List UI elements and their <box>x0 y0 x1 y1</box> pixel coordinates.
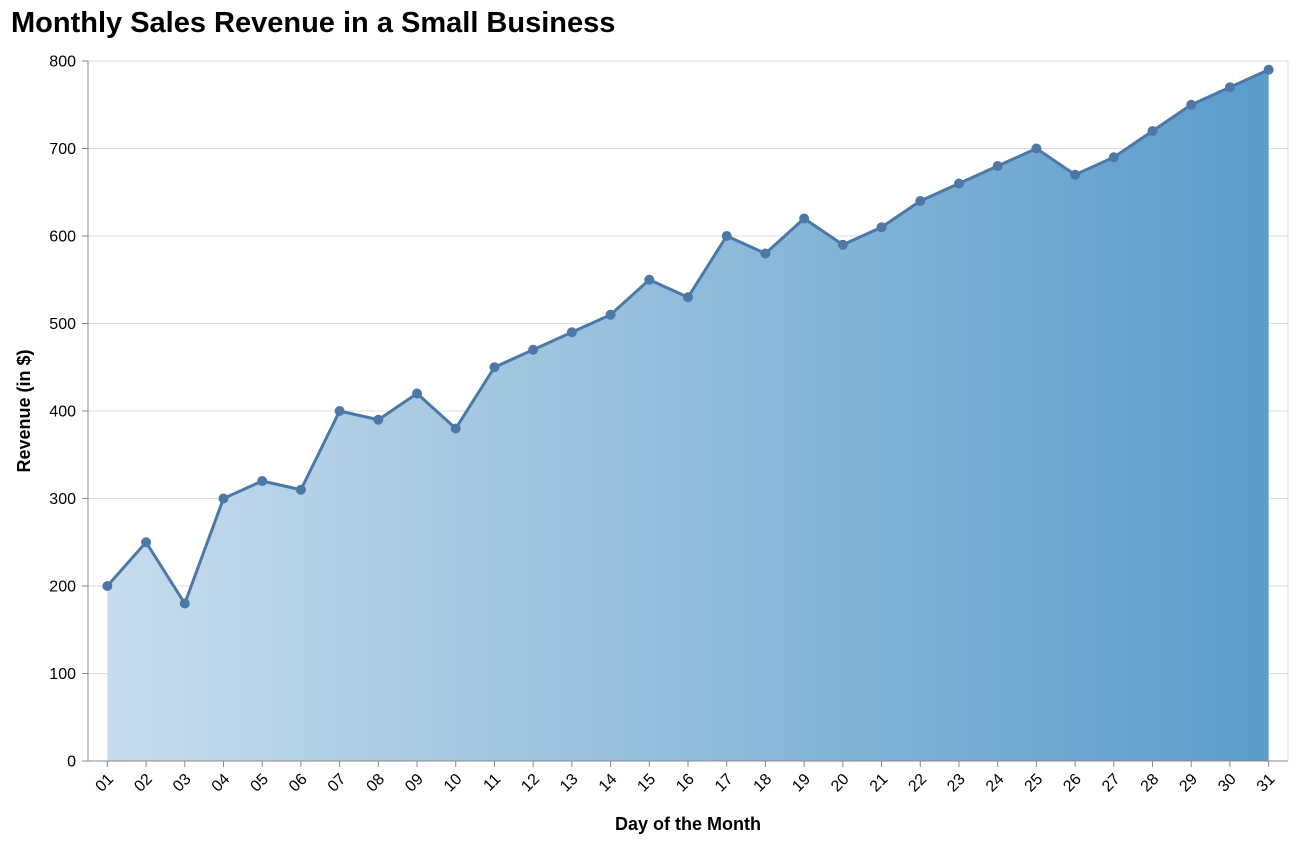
data-point <box>373 414 384 425</box>
x-tick-label: 11 <box>480 771 504 795</box>
data-point <box>218 493 229 504</box>
data-point <box>683 292 693 303</box>
data-point <box>915 196 926 206</box>
x-tick-label: 22 <box>905 771 930 796</box>
x-tick-label: 03 <box>170 771 195 796</box>
y-tick-label: 500 <box>49 316 76 333</box>
y-tick-label: 300 <box>49 491 76 508</box>
x-tick-label: 07 <box>325 771 350 796</box>
data-point <box>799 213 810 224</box>
data-point <box>1263 64 1274 75</box>
data-point <box>450 423 461 434</box>
x-tick-label: 18 <box>751 771 776 796</box>
x-tick-label: 27 <box>1099 771 1124 796</box>
x-tick-label: 31 <box>1254 771 1279 796</box>
data-point <box>992 161 1003 171</box>
x-tick-label: 19 <box>789 771 814 796</box>
chart-title: Monthly Sales Revenue in a Small Busines… <box>11 7 616 39</box>
x-axis-ticks: 01 02 03 04 05 06 07 08 09 10 11 12 13 14 15 16 17 18 19 20… <box>93 761 1279 795</box>
data-point <box>528 344 539 355</box>
data-point <box>566 327 577 338</box>
x-tick-label: 02 <box>131 771 156 796</box>
data-point <box>644 274 655 285</box>
data-point <box>179 598 190 609</box>
data-point <box>1031 143 1042 154</box>
data-point <box>489 362 500 373</box>
revenue-area <box>107 69 1269 761</box>
y-tick-label: 200 <box>49 579 76 596</box>
y-tick-label: 100 <box>49 666 76 683</box>
x-tick-label: 25 <box>1022 771 1047 796</box>
data-point <box>257 476 268 486</box>
data-point <box>876 222 887 233</box>
x-tick-label: 12 <box>518 771 543 796</box>
x-tick-label: 10 <box>441 771 466 796</box>
x-tick-label: 14 <box>596 771 621 796</box>
y-tick-label: 400 <box>49 404 76 421</box>
x-tick-label: 28 <box>1138 771 1163 796</box>
data-point <box>721 231 732 241</box>
data-point <box>1070 169 1081 180</box>
data-point <box>837 239 848 250</box>
x-tick-label: 26 <box>1060 771 1085 796</box>
x-tick-label: 08 <box>364 771 389 796</box>
x-axis-title: Day of the Month <box>615 814 761 834</box>
y-tick-label: 700 <box>49 141 76 158</box>
x-tick-label: 13 <box>557 771 582 796</box>
x-tick-label: 06 <box>286 771 311 796</box>
x-tick-label: 01 <box>93 771 118 796</box>
data-point <box>605 309 616 320</box>
data-point <box>1147 126 1158 136</box>
x-tick-label: 29 <box>1176 771 1201 796</box>
data-point <box>102 581 113 591</box>
data-point <box>953 178 964 189</box>
data-point <box>760 248 771 259</box>
data-point <box>412 388 423 399</box>
x-tick-label: 21 <box>867 771 892 796</box>
data-points <box>102 64 1274 609</box>
y-axis-ticks: 0 100 200 300 400 500 600 700 800 <box>49 54 88 771</box>
x-tick-label: 09 <box>402 771 427 796</box>
x-tick-label: 17 <box>712 771 737 796</box>
data-point <box>1108 152 1119 163</box>
y-tick-label: 0 <box>67 754 76 771</box>
data-point <box>141 537 152 548</box>
x-tick-label: 16 <box>673 771 698 796</box>
x-tick-label: 30 <box>1215 771 1240 796</box>
y-axis-title: Revenue (in $) <box>14 349 34 472</box>
x-tick-label: 15 <box>634 771 659 796</box>
data-point <box>1224 82 1235 93</box>
x-tick-label: 04 <box>209 771 234 796</box>
data-point <box>295 484 306 495</box>
x-tick-label: 23 <box>944 771 969 796</box>
x-tick-label: 05 <box>247 771 272 796</box>
x-tick-label: 24 <box>983 771 1008 796</box>
data-point <box>1186 99 1197 110</box>
y-tick-label: 600 <box>49 229 76 246</box>
data-point <box>334 406 345 416</box>
x-tick-label: 20 <box>828 771 853 796</box>
y-tick-label: 800 <box>49 54 76 71</box>
